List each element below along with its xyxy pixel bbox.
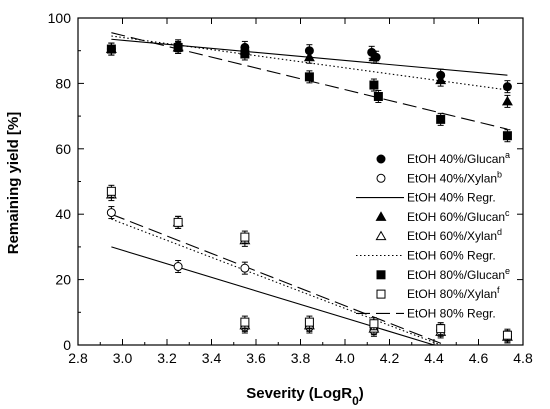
y-tick-label: 60 (55, 141, 71, 157)
y-tick-label: 40 (55, 206, 71, 222)
etoh-80-glucan-point (106, 44, 116, 54)
legend-etoh-60-regr-label: EtOH 60% Regr. (407, 249, 496, 263)
etoh-80-xylan-point (106, 186, 116, 196)
etoh-80-glucan-point (373, 91, 383, 101)
etoh-80-glucan-point (240, 49, 250, 59)
legend-etoh-80-glucan-symbol (376, 270, 386, 280)
etoh-80-xylan-point (502, 330, 512, 340)
etoh-40-xylan-point (106, 208, 116, 218)
y-axis-title: Remaining yield [%] (5, 112, 22, 255)
etoh-40-xylan-point (240, 263, 250, 273)
etoh-40-xylan-point (173, 262, 183, 272)
legend-etoh-80-xylan-symbol (376, 289, 386, 299)
legend-etoh-40-glucan-symbol (376, 154, 386, 164)
etoh-80-glucan-point (502, 131, 512, 141)
legend-etoh-80-glucan-label: EtOH 80%/Glucane (407, 266, 510, 282)
etoh-80-xylan-point (304, 317, 314, 327)
etoh-60-glucan-point (303, 51, 315, 62)
y-tick-label: 0 (63, 337, 71, 353)
etoh-80-xylan-point (369, 319, 379, 329)
etoh-60-glucan-point (368, 51, 380, 62)
axis-ticks: 2.8 3.0 3.2 3.4 3.6 3.8 4.0 4.2 4.4 4.6 4.8 0 20 40 60… (48, 10, 533, 366)
etoh-80-glucan-point (304, 72, 314, 82)
etoh-40-glucan-point (502, 82, 512, 92)
x-tick-label: 3.2 (157, 350, 177, 366)
etoh-80-glucan-point (369, 80, 379, 90)
etoh-80-xylan-point (240, 232, 250, 242)
x-tick-label: 4.4 (424, 350, 444, 366)
etoh-40-regr-line (111, 246, 435, 346)
x-tick-label: 3.4 (202, 350, 222, 366)
x-tick-label: 4.2 (380, 350, 400, 366)
legend-etoh-80-xylan-label: EtOH 80%/Xylanf (407, 285, 500, 301)
legend: EtOH 40%/Glucana EtOH 40%/Xylanb EtOH 40% … (356, 150, 510, 320)
x-tick-label: 2.8 (68, 350, 88, 366)
legend-etoh-80-regr-label: EtOH 80% Regr. (407, 306, 496, 320)
x-tick-label: 3.0 (113, 350, 133, 366)
x-axis-title: Severity (LogR0) (246, 385, 364, 408)
legend-etoh-60-xylan-label: EtOH 60%/Xyland (407, 227, 502, 243)
legend-etoh-60-glucan-label: EtOH 60%/Glucanc (407, 208, 510, 224)
x-tick-label: 3.6 (246, 350, 266, 366)
etoh-80-regr-line (111, 213, 446, 346)
x-tick-label: 4.6 (469, 350, 489, 366)
etoh-80-xylan-point (173, 217, 183, 227)
etoh-60-glucan-point (435, 74, 447, 85)
etoh-80-xylan-point (436, 324, 446, 334)
legend-etoh-60-glucan-symbol (375, 211, 387, 221)
y-tick-label: 80 (55, 75, 71, 91)
legend-etoh-40-glucan-label: EtOH 40%/Glucana (407, 150, 510, 166)
data-points (105, 39, 513, 344)
etoh-80-glucan-point (436, 114, 446, 124)
etoh-60-regr-line (111, 218, 441, 346)
etoh-60-glucan-point (501, 95, 513, 106)
y-tick-label: 100 (48, 10, 72, 26)
legend-etoh-40-xylan-label: EtOH 40%/Xylanb (407, 169, 502, 185)
etoh-80-xylan-point (240, 317, 250, 327)
y-tick-label: 20 (55, 272, 71, 288)
x-tick-label: 4.8 (513, 350, 533, 366)
legend-etoh-40-xylan-symbol (376, 173, 386, 183)
legend-etoh-60-xylan-symbol (375, 230, 387, 241)
x-tick-label: 3.8 (291, 350, 311, 366)
x-tick-label: 4.0 (335, 350, 355, 366)
etoh-80-glucan-point (173, 42, 183, 52)
legend-etoh-40-regr-label: EtOH 40% Regr. (407, 191, 496, 205)
